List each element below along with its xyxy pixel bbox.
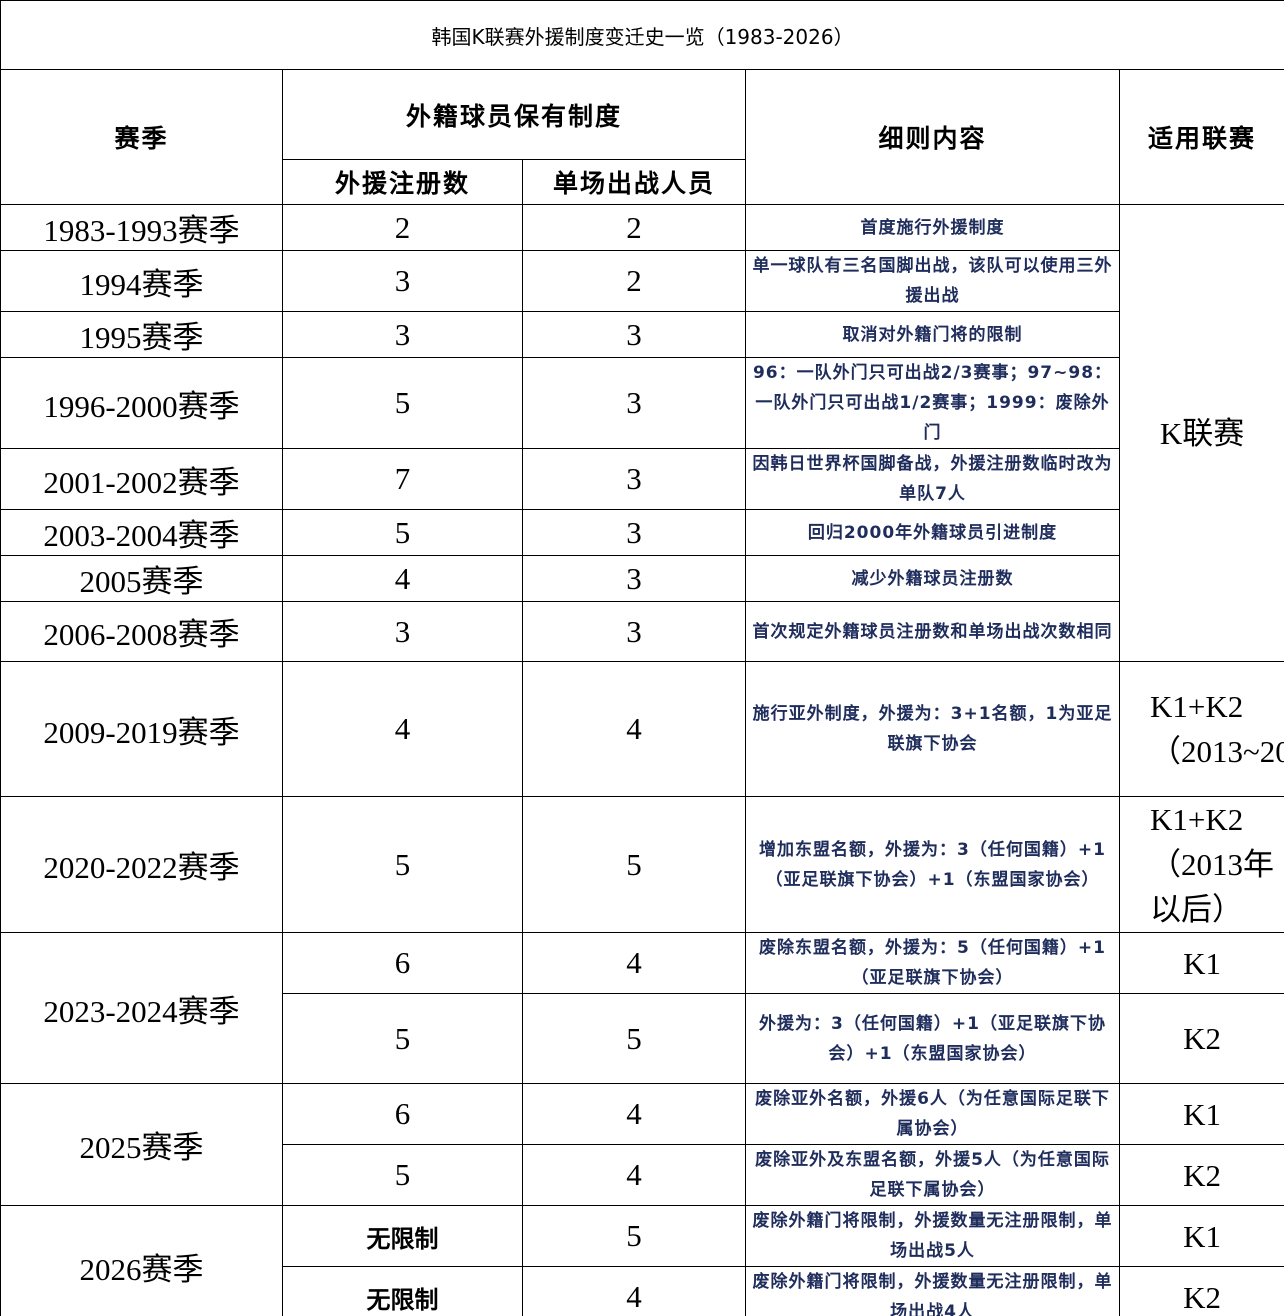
season-cell: 1983-1993赛季 bbox=[0, 204, 283, 251]
details-cell: 施行亚外制度，外援为：3+1名额，1为亚足联旗下协会 bbox=[745, 661, 1120, 797]
table-row: 5 5 外援为：3（任何国籍）+1（亚足联旗下协会）+1（东盟国家协会） K2 bbox=[1, 993, 1284, 1084]
table-row: 2020-2022赛季 5 5 增加东盟名额，外援为：3（任何国籍）+1（亚足联旗下协… bbox=[0, 796, 1284, 933]
registered-count-cell: 6 bbox=[282, 932, 523, 994]
header-league: 适用联赛 bbox=[1118, 69, 1284, 205]
header-registered: 外援注册数 bbox=[282, 159, 523, 205]
registered-count-cell: 3 bbox=[282, 250, 523, 312]
registered-count-cell: 无限制 bbox=[282, 1266, 523, 1316]
table-row: 2005赛季 4 3 减少外籍球员注册数 bbox=[0, 555, 1284, 602]
league-cell: K1 bbox=[1118, 932, 1284, 994]
registered-count-cell: 无限制 bbox=[282, 1205, 523, 1267]
season-cell: 2005赛季 bbox=[0, 555, 283, 602]
season-cell: 2009-2019赛季 bbox=[0, 661, 283, 797]
details-cell: 废除亚外名额，外援6人（为任意国际足联下属协会） bbox=[745, 1083, 1120, 1145]
season-cell: 2026赛季 bbox=[0, 1205, 283, 1316]
registered-count-cell: 4 bbox=[282, 555, 523, 602]
league-cell: K1 bbox=[1118, 1083, 1284, 1145]
registered-count-cell: 5 bbox=[282, 1144, 523, 1206]
per-match-count-cell: 3 bbox=[522, 357, 746, 449]
details-cell: 废除东盟名额，外援为：5（任何国籍）+1（亚足联旗下协会） bbox=[745, 932, 1120, 994]
season-cell: 1994赛季 bbox=[0, 250, 283, 312]
per-match-count-cell: 5 bbox=[522, 993, 746, 1084]
league-cell: K1+K2（2013年以后） bbox=[1118, 796, 1284, 933]
table-row: 1994赛季 3 2 单一球队有三名国脚出战，该队可以使用三外援出战 bbox=[0, 250, 1284, 312]
details-cell: 增加东盟名额，外援为：3（任何国籍）+1（亚足联旗下协会）+1（东盟国家协会） bbox=[745, 796, 1120, 933]
registered-count-cell: 5 bbox=[282, 509, 523, 556]
header-season: 赛季 bbox=[0, 69, 283, 205]
league-cell: K1 bbox=[1118, 1205, 1284, 1267]
per-match-count-cell: 5 bbox=[522, 796, 746, 933]
registered-count-cell: 5 bbox=[282, 357, 523, 449]
table-row: 1996-2000赛季 5 3 96：一队外门只可出战2/3赛事；97~98：一队外门… bbox=[0, 357, 1284, 449]
per-match-count-cell: 4 bbox=[522, 661, 746, 797]
registered-count-cell: 5 bbox=[282, 796, 523, 933]
season-cell: 2025赛季 bbox=[0, 1083, 283, 1206]
header-system: 外籍球员保有制度 bbox=[282, 69, 746, 160]
per-match-count-cell: 5 bbox=[522, 1205, 746, 1267]
season-cell: 2003-2004赛季 bbox=[0, 509, 283, 556]
header-per-match: 单场出战人员 bbox=[522, 159, 746, 205]
table-row: 1995赛季 3 3 取消对外籍门将的限制 bbox=[0, 311, 1284, 358]
details-cell: 废除外籍门将限制，外援数量无注册限制，单场出战4人 bbox=[745, 1266, 1120, 1316]
season-cell: 2023-2024赛季 bbox=[0, 932, 283, 1084]
per-match-count-cell: 4 bbox=[522, 1266, 746, 1316]
details-cell: 首次规定外籍球员注册数和单场出战次数相同 bbox=[745, 601, 1120, 662]
table-title: 韩国K联赛外援制度变迁史一览（1983-2026） bbox=[0, 0, 1284, 70]
league-cell: K联赛 bbox=[1118, 204, 1284, 662]
details-cell: 因韩日世界杯国脚备战，外援注册数临时改为单队7人 bbox=[745, 448, 1120, 510]
table-row: 2003-2004赛季 5 3 回归2000年外籍球员引进制度 bbox=[0, 509, 1284, 556]
per-match-count-cell: 4 bbox=[522, 932, 746, 994]
per-match-count-cell: 2 bbox=[522, 250, 746, 312]
season-cell: 2020-2022赛季 bbox=[0, 796, 283, 933]
season-cell: 2001-2002赛季 bbox=[0, 448, 283, 510]
registered-count-cell: 2 bbox=[282, 204, 523, 251]
league-cell: K2 bbox=[1118, 1266, 1284, 1316]
per-match-count-cell: 4 bbox=[522, 1083, 746, 1145]
details-cell: 废除亚外及东盟名额，外援5人（为任意国际足联下属协会） bbox=[745, 1144, 1120, 1206]
table-row: 2001-2002赛季 7 3 因韩日世界杯国脚备战，外援注册数临时改为单队7人 bbox=[0, 448, 1284, 510]
registered-count-cell: 5 bbox=[282, 993, 523, 1084]
per-match-count-cell: 2 bbox=[522, 204, 746, 251]
per-match-count-cell: 3 bbox=[522, 448, 746, 510]
league-cell: K1+K2（2013~2022） bbox=[1118, 661, 1284, 797]
season-cell: 1995赛季 bbox=[0, 311, 283, 358]
table-row: 无限制 4 废除外籍门将限制，外援数量无注册限制，单场出战4人 K2 bbox=[1, 1266, 1284, 1316]
registered-count-cell: 3 bbox=[282, 601, 523, 662]
per-match-count-cell: 3 bbox=[522, 555, 746, 602]
details-cell: 减少外籍球员注册数 bbox=[745, 555, 1120, 602]
details-cell: 废除外籍门将限制，外援数量无注册限制，单场出战5人 bbox=[745, 1205, 1120, 1267]
season-cell: 1996-2000赛季 bbox=[0, 357, 283, 449]
details-cell: 取消对外籍门将的限制 bbox=[745, 311, 1120, 358]
registered-count-cell: 6 bbox=[282, 1083, 523, 1145]
table-row: 2023-2024赛季 6 4 废除东盟名额，外援为：5（任何国籍）+1（亚足联旗下协… bbox=[0, 932, 1284, 1084]
per-match-count-cell: 3 bbox=[522, 509, 746, 556]
registered-count-cell: 4 bbox=[282, 661, 523, 797]
details-cell: 单一球队有三名国脚出战，该队可以使用三外援出战 bbox=[745, 250, 1120, 312]
season-cell: 2006-2008赛季 bbox=[0, 601, 283, 662]
details-cell: 回归2000年外籍球员引进制度 bbox=[745, 509, 1120, 556]
header-details: 细则内容 bbox=[745, 69, 1120, 205]
league-cell: K2 bbox=[1118, 993, 1284, 1084]
registered-count-cell: 3 bbox=[282, 311, 523, 358]
table-row: 2025赛季 6 4 废除亚外名额，外援6人（为任意国际足联下属协会） K1 bbox=[0, 1083, 1284, 1206]
table-row: 2026赛季 无限制 5 废除外籍门将限制，外援数量无注册限制，单场出战5人 K1 bbox=[0, 1205, 1284, 1316]
details-cell: 首度施行外援制度 bbox=[745, 204, 1120, 251]
registered-count-cell: 7 bbox=[282, 448, 523, 510]
table-row: 5 4 废除亚外及东盟名额，外援5人（为任意国际足联下属协会） K2 bbox=[1, 1144, 1284, 1206]
table-row: 2009-2019赛季 4 4 施行亚外制度，外援为：3+1名额，1为亚足联旗下协会 K… bbox=[0, 661, 1284, 797]
league-cell: K2 bbox=[1118, 1144, 1284, 1206]
per-match-count-cell: 3 bbox=[522, 311, 746, 358]
details-cell: 96：一队外门只可出战2/3赛事；97~98：一队外门只可出战1/2赛事；199… bbox=[745, 357, 1120, 449]
details-cell: 外援为：3（任何国籍）+1（亚足联旗下协会）+1（东盟国家协会） bbox=[745, 993, 1120, 1084]
per-match-count-cell: 4 bbox=[522, 1144, 746, 1206]
table-row: 2006-2008赛季 3 3 首次规定外籍球员注册数和单场出战次数相同 bbox=[0, 601, 1284, 662]
per-match-count-cell: 3 bbox=[522, 601, 746, 662]
table-row: 1983-1993赛季 2 2 首度施行外援制度 K联赛 bbox=[0, 204, 1284, 662]
